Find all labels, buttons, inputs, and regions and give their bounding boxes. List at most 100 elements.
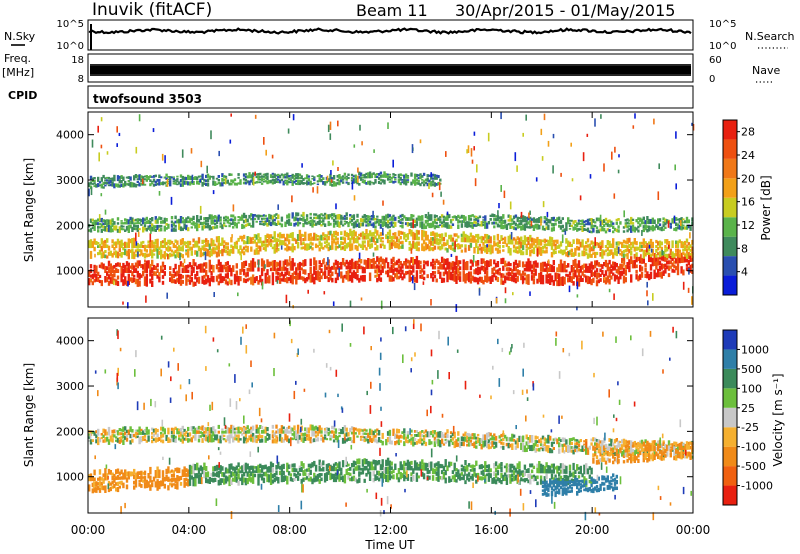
scatter-cell	[514, 440, 518, 445]
scatter-cell	[395, 260, 399, 265]
scatter-cell	[539, 467, 543, 474]
scatter-cell	[185, 265, 188, 273]
scatter-cell	[455, 468, 458, 472]
scatter-cell	[662, 440, 665, 444]
scatter-cell	[111, 222, 114, 228]
scatter-cell	[577, 219, 581, 222]
scatter-cell	[232, 471, 235, 477]
scatter-cell	[361, 174, 365, 177]
scatter-cell	[264, 272, 267, 284]
scatter-cell	[215, 236, 219, 243]
scatter-cell	[363, 218, 366, 223]
scatter-cell	[630, 241, 633, 246]
scatter-cell	[260, 215, 264, 218]
scatter-cell	[219, 242, 222, 246]
scatter-cell	[178, 181, 181, 185]
scatter-cell	[631, 228, 635, 232]
scatter-cell	[507, 442, 510, 449]
scatter-cell	[570, 489, 573, 493]
scatter-cell	[682, 218, 685, 221]
scatter-cell	[106, 179, 109, 182]
scatter-cell	[190, 475, 193, 480]
scatter-cell	[190, 437, 193, 443]
scatter-cell	[107, 179, 111, 182]
scatter-cell	[579, 223, 582, 225]
frequency-panel-frame	[87, 53, 694, 83]
scatter-cell	[235, 465, 238, 471]
scatter-cell	[410, 476, 413, 482]
scatter-cell	[430, 180, 433, 187]
scatter-cell	[95, 265, 98, 273]
scatter-cell	[259, 237, 262, 244]
scatter-cell	[586, 266, 590, 273]
scatter-cell	[673, 441, 676, 446]
scatter-cell	[467, 436, 471, 442]
scatter-cell	[563, 260, 566, 273]
speckle-cell	[455, 304, 458, 312]
scatter-cell	[637, 447, 640, 452]
speckle-cell	[516, 165, 518, 172]
scatter-cell	[203, 217, 206, 221]
scatter-cell	[671, 218, 674, 224]
scatter-cell	[347, 182, 350, 186]
scatter-cell	[404, 179, 408, 186]
scatter-cell	[676, 218, 680, 221]
scatter-cell	[437, 266, 440, 270]
scatter-cell	[307, 243, 311, 250]
scatter-cell	[250, 465, 253, 470]
scatter-cell	[669, 255, 672, 260]
scatter-cell	[233, 241, 237, 249]
scatter-cell	[525, 216, 528, 220]
scatter-cell	[545, 438, 548, 444]
scatter-cell	[464, 273, 467, 284]
scatter-cell	[350, 463, 354, 468]
scatter-cell	[340, 261, 343, 270]
scatter-cell	[91, 439, 94, 442]
scatter-cell	[134, 479, 138, 488]
scatter-cell	[318, 473, 321, 478]
scatter-cell	[624, 448, 627, 457]
scatter-cell	[621, 264, 624, 270]
scatter-cell	[136, 432, 139, 435]
scatter-cell	[106, 238, 109, 243]
scatter-cell	[521, 442, 525, 452]
scatter-cell	[109, 482, 112, 486]
scatter-cell	[484, 267, 487, 275]
scatter-cell	[253, 473, 257, 478]
scatter-cell	[482, 469, 485, 472]
scatter-cell	[464, 216, 467, 221]
scatter-cell	[136, 435, 139, 438]
scatter-cell	[250, 174, 253, 179]
scatter-cell	[457, 442, 460, 447]
scatter-cell	[178, 476, 181, 482]
scatter-cell	[413, 224, 417, 228]
scatter-cell	[404, 238, 408, 242]
scatter-cell	[615, 486, 618, 490]
scatter-cell	[448, 261, 451, 270]
scatter-cell	[278, 466, 282, 470]
scatter-cell	[248, 214, 251, 219]
scatter-cell	[273, 214, 276, 218]
scatter-cell	[586, 238, 590, 243]
scatter-cell	[415, 181, 419, 185]
scatter-cell	[277, 214, 280, 220]
scatter-cell	[179, 279, 183, 286]
scatter-cell	[592, 248, 595, 252]
scatter-cell	[122, 472, 125, 480]
scatter-cell	[307, 427, 311, 434]
scatter-cell	[307, 434, 311, 441]
scatter-cell	[435, 438, 438, 444]
scatter-cell	[154, 244, 157, 252]
scatter-cell	[559, 439, 563, 442]
scatter-cell	[449, 438, 453, 443]
scatter-cell	[322, 219, 325, 223]
scatter-cell	[172, 222, 175, 227]
scatter-cell	[520, 236, 523, 242]
scatter-cell	[491, 477, 494, 484]
scatter-cell	[147, 473, 150, 479]
scatter-cell	[115, 183, 118, 187]
scatter-cell	[545, 480, 548, 485]
scatter-cell	[660, 255, 663, 261]
scatter-cell	[359, 435, 363, 438]
scatter-cell	[246, 218, 249, 223]
